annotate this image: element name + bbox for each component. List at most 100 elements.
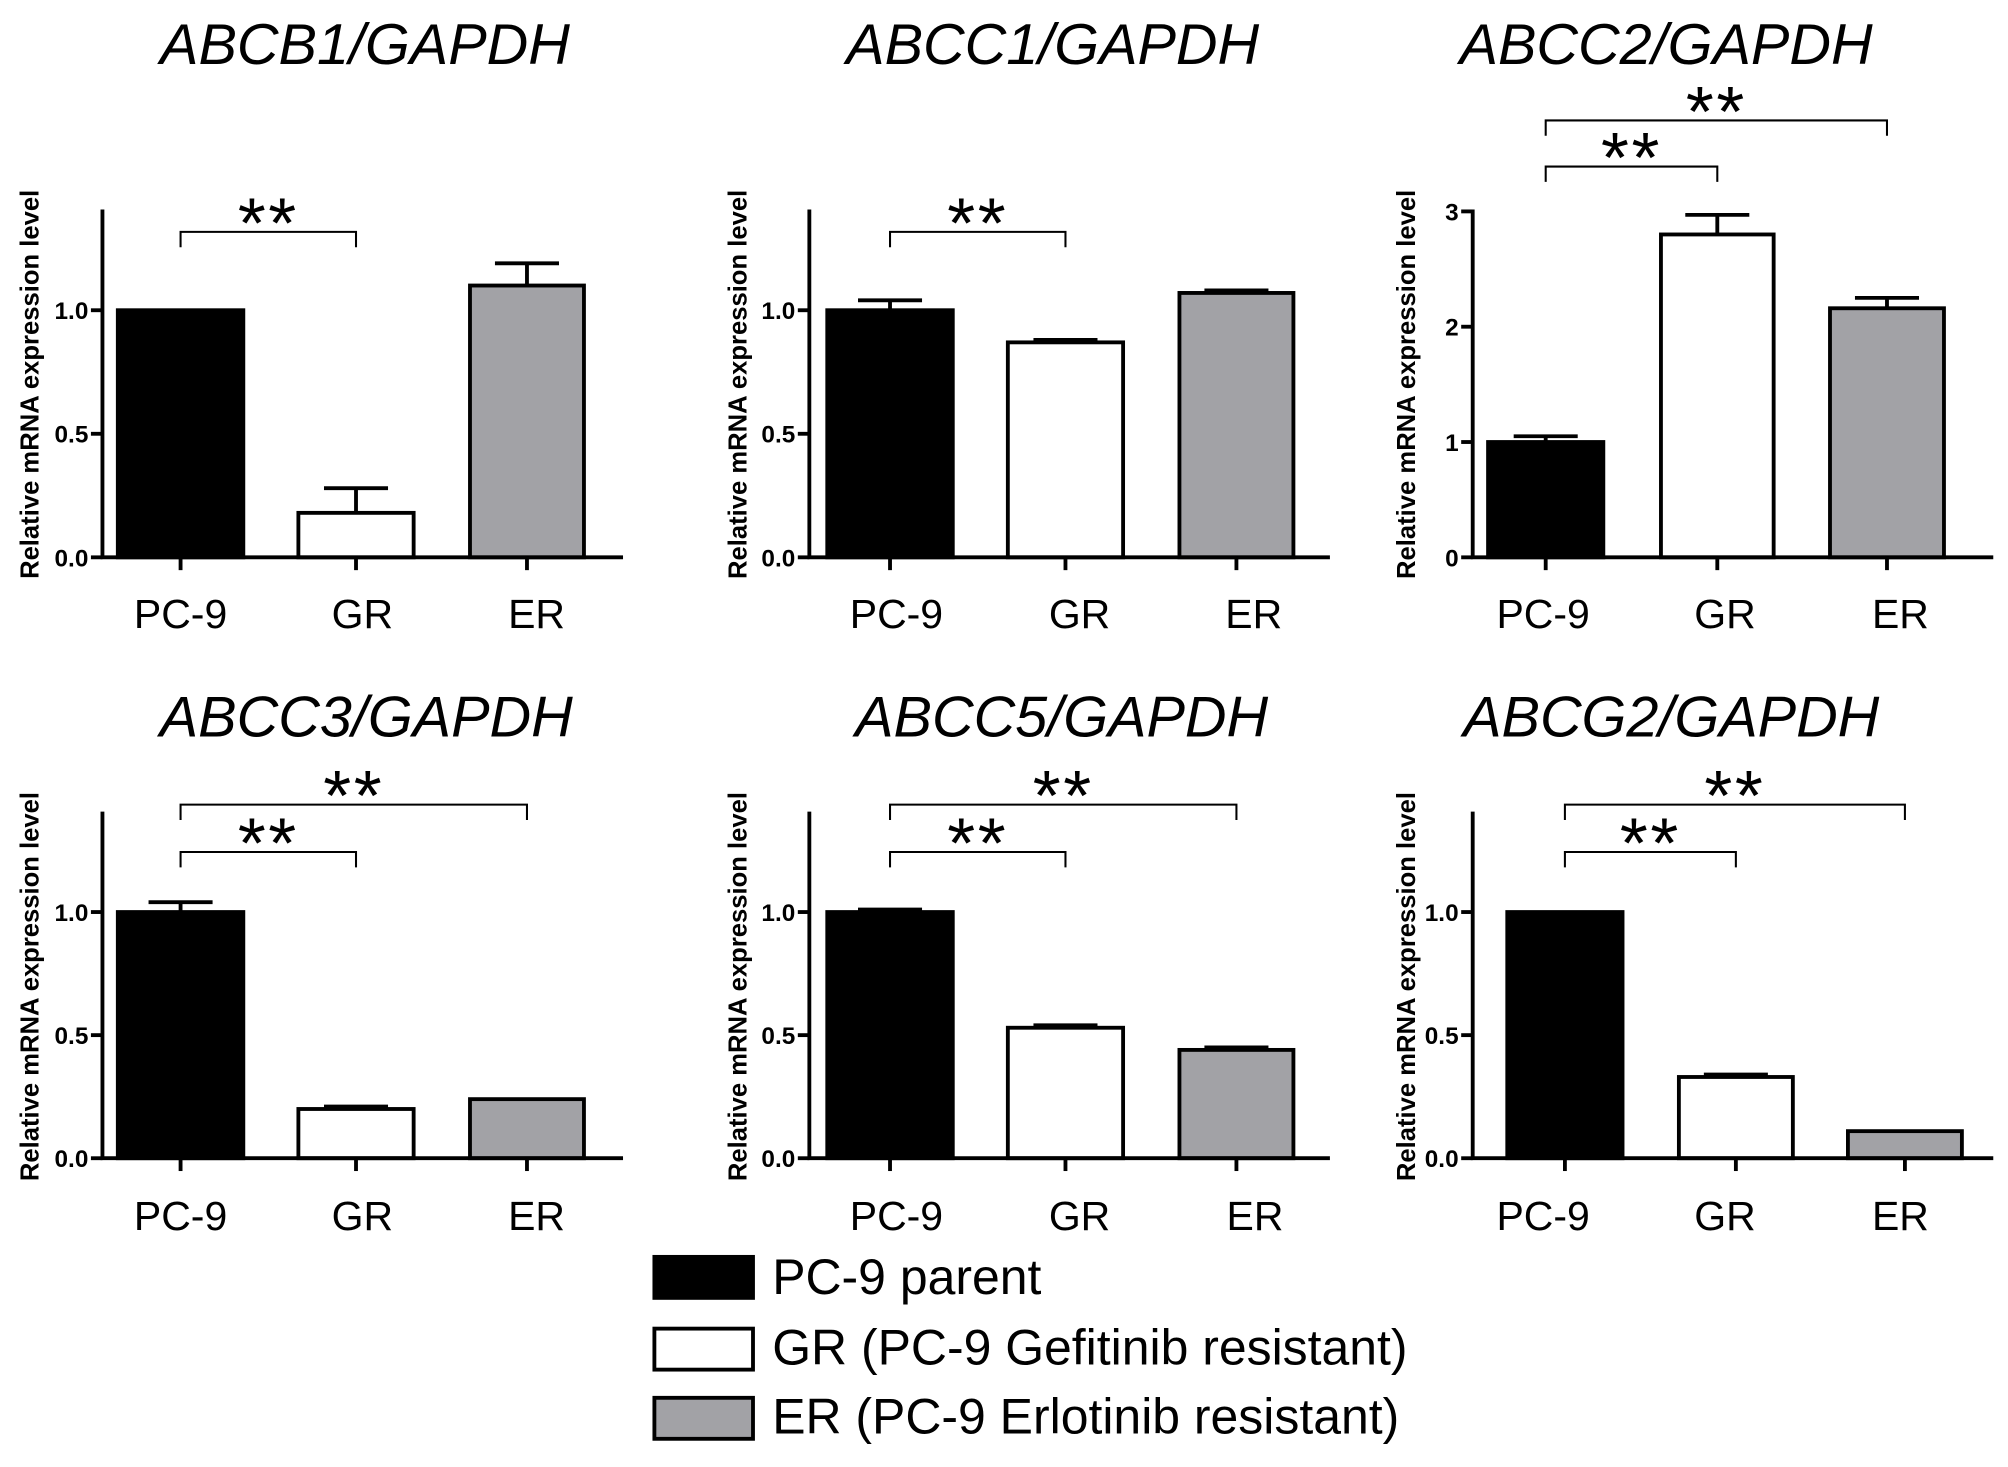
bar-abcc2-gapdh-pc-9 — [1486, 440, 1606, 560]
bar-abcc5-gapdh-er — [1177, 1047, 1296, 1161]
significance-label-abcb1-gapdh-0: ** — [238, 183, 299, 263]
legend-label-er: ER (PC-9 Erlotinib resistant) — [772, 1389, 1399, 1445]
significance-bracket-abcc5-gapdh-1 — [889, 803, 1238, 820]
error-bar-abcc2-gapdh-pc-9 — [1513, 434, 1578, 443]
x-tick-label-abcc1-gapdh-pc-9: PC-9 — [850, 591, 943, 637]
y-tick-label-abcc1-gapdh-1: 0.5 — [761, 422, 795, 449]
significance-bracket-abcc2-gapdh-0 — [1544, 165, 1719, 182]
bar-abcc1-gapdh-gr — [1005, 340, 1126, 560]
y-tick-label-abcc5-gapdh-0: 0.0 — [761, 1146, 795, 1173]
significance-label-abcc2-gapdh-1: ** — [1686, 72, 1747, 152]
chart-title-abcc2-gapdh: ABCC2/GAPDH — [1457, 13, 1873, 77]
panel-abcc5-gapdh: ABCC5/GAPDH Relative mRNA expression leve… — [725, 686, 1330, 1239]
panel-abcb1-gapdh: ABCB1/GAPDH Relative mRNA expression leve… — [16, 13, 624, 637]
x-tick-label-abcc3-gapdh-gr: GR — [332, 1193, 393, 1239]
y-axis-label-abcc3-gapdh: Relative mRNA expression level — [16, 792, 44, 1181]
bar-abcb1-gapdh-er — [468, 283, 586, 560]
panel-abcg2-gapdh: ABCG2/GAPDH Relative mRNA expression leve… — [1393, 686, 1994, 1239]
bar-abcc1-gapdh-pc-9 — [825, 308, 955, 560]
x-tick-label-abcc2-gapdh-gr: GR — [1694, 591, 1755, 637]
panel-abcc3-gapdh: ABCC3/GAPDH Relative mRNA expression leve… — [16, 686, 624, 1239]
error-bar-abcc1-gapdh-pc-9 — [858, 298, 923, 311]
x-tick-label-abcc5-gapdh-er: ER — [1227, 1193, 1284, 1239]
bar-abcg2-gapdh-er — [1846, 1129, 1964, 1161]
bar-abcc5-gapdh-pc-9 — [825, 910, 955, 1161]
chart-panels: ABCB1/GAPDH Relative mRNA expression leve… — [16, 13, 1994, 1239]
panel-abcc1-gapdh: ABCC1/GAPDH Relative mRNA expression leve… — [725, 13, 1330, 637]
y-axis-label-abcb1-gapdh: Relative mRNA expression level — [16, 190, 44, 579]
significance-bracket-abcc5-gapdh-0 — [889, 850, 1067, 868]
chart-title-abcb1-gapdh: ABCB1/GAPDH — [157, 13, 570, 77]
legend-label-pc-9-parent: PC-9 parent — [772, 1249, 1041, 1305]
y-tick-label-abcg2-gapdh-0: 0.0 — [1425, 1146, 1459, 1173]
x-tick-label-abcb1-gapdh-gr: GR — [332, 591, 393, 637]
x-tick-label-abcc5-gapdh-gr: GR — [1049, 1193, 1110, 1239]
y-tick-label-abcb1-gapdh-1: 0.5 — [55, 422, 89, 449]
x-tick-label-abcc2-gapdh-er: ER — [1872, 591, 1929, 637]
y-tick-label-abcc2-gapdh-1: 1 — [1445, 430, 1459, 457]
significance-bracket-abcg2-gapdh-0 — [1563, 850, 1737, 868]
legend-swatch-pc-9-parent — [652, 1254, 755, 1300]
bar-abcc5-gapdh-gr — [1005, 1025, 1126, 1161]
x-tick-label-abcb1-gapdh-er: ER — [508, 591, 565, 637]
bar-abcb1-gapdh-pc-9 — [115, 308, 246, 560]
chart-title-abcc3-gapdh: ABCC3/GAPDH — [157, 686, 573, 750]
x-tick-label-abcc3-gapdh-er: ER — [508, 1193, 565, 1239]
error-bar-abcc2-gapdh-gr — [1685, 212, 1750, 235]
error-bar-abcc5-gapdh-er — [1204, 1045, 1269, 1050]
significance-label-abcc5-gapdh-0: ** — [947, 803, 1008, 883]
legend-item-gr: GR (PC-9 Gefitinib resistant) — [652, 1319, 1408, 1376]
error-bar-abcg2-gapdh-gr — [1703, 1072, 1768, 1077]
bar-abcc2-gapdh-gr — [1659, 232, 1776, 560]
error-bar-abcc5-gapdh-gr — [1033, 1023, 1098, 1028]
y-tick-label-abcc3-gapdh-1: 0.5 — [55, 1023, 89, 1050]
legend-item-pc-9-parent: PC-9 parent — [652, 1249, 1042, 1305]
y-tick-label-abcc1-gapdh-0: 0.0 — [761, 545, 795, 572]
y-tick-label-abcc2-gapdh-0: 0 — [1445, 545, 1459, 572]
significance-label-abcc3-gapdh-0: ** — [238, 803, 299, 883]
legend: PC-9 parent GR (PC-9 Gefitinib resistant… — [652, 1249, 1408, 1445]
y-tick-label-abcc2-gapdh-2: 2 — [1445, 315, 1459, 342]
y-tick-label-abcc5-gapdh-1: 0.5 — [761, 1023, 795, 1050]
y-axis-label-abcc1-gapdh: Relative mRNA expression level — [725, 190, 753, 579]
significance-label-abcg2-gapdh-1: ** — [1704, 756, 1765, 836]
x-tick-label-abcb1-gapdh-pc-9: PC-9 — [134, 591, 227, 637]
significance-bracket-abcc2-gapdh-1 — [1544, 119, 1889, 136]
bar-abcb1-gapdh-gr — [296, 510, 416, 560]
error-bar-abcc1-gapdh-er — [1204, 288, 1269, 293]
panel-abcc2-gapdh: ABCC2/GAPDH Relative mRNA expression leve… — [1393, 13, 1994, 637]
bar-abcg2-gapdh-pc-9 — [1505, 910, 1625, 1161]
chart-title-abcc5-gapdh: ABCC5/GAPDH — [852, 686, 1268, 750]
error-bar-abcc3-gapdh-gr — [323, 1104, 389, 1109]
significance-bracket-abcc3-gapdh-1 — [179, 803, 528, 820]
y-tick-label-abcc1-gapdh-2: 1.0 — [761, 298, 795, 325]
error-bar-abcc5-gapdh-pc-9 — [858, 907, 923, 913]
error-bar-abcc3-gapdh-pc-9 — [148, 900, 213, 913]
legend-swatch-gr — [652, 1326, 755, 1372]
y-tick-label-abcc3-gapdh-0: 0.0 — [55, 1146, 89, 1173]
x-tick-label-abcg2-gapdh-er: ER — [1872, 1193, 1929, 1239]
legend-item-er: ER (PC-9 Erlotinib resistant) — [652, 1389, 1399, 1445]
legend-label-gr: GR (PC-9 Gefitinib resistant) — [772, 1319, 1407, 1375]
error-bar-abcb1-gapdh-er — [494, 261, 559, 286]
x-tick-label-abcc5-gapdh-pc-9: PC-9 — [850, 1193, 943, 1239]
significance-bracket-abcc1-gapdh-0 — [889, 230, 1067, 248]
y-axis-label-abcc2-gapdh: Relative mRNA expression level — [1393, 190, 1421, 579]
bar-abcg2-gapdh-gr — [1676, 1075, 1795, 1161]
y-tick-label-abcc2-gapdh-3: 3 — [1445, 199, 1459, 226]
y-tick-label-abcb1-gapdh-0: 0.0 — [55, 545, 89, 572]
significance-label-abcg2-gapdh-0: ** — [1620, 803, 1681, 883]
bar-abcc3-gapdh-pc-9 — [115, 910, 246, 1161]
x-tick-label-abcc2-gapdh-pc-9: PC-9 — [1496, 591, 1589, 637]
significance-bracket-abcc3-gapdh-0 — [179, 850, 358, 868]
bar-abcc2-gapdh-er — [1828, 306, 1946, 560]
legend-swatch-er — [652, 1395, 755, 1441]
error-bar-abcb1-gapdh-gr — [323, 486, 389, 513]
x-tick-label-abcg2-gapdh-pc-9: PC-9 — [1496, 1193, 1589, 1239]
y-axis-label-abcg2-gapdh: Relative mRNA expression level — [1393, 792, 1421, 1181]
chart-title-abcg2-gapdh: ABCG2/GAPDH — [1460, 686, 1880, 750]
x-tick-label-abcc1-gapdh-er: ER — [1225, 591, 1282, 637]
significance-label-abcc5-gapdh-1: ** — [1033, 756, 1094, 836]
